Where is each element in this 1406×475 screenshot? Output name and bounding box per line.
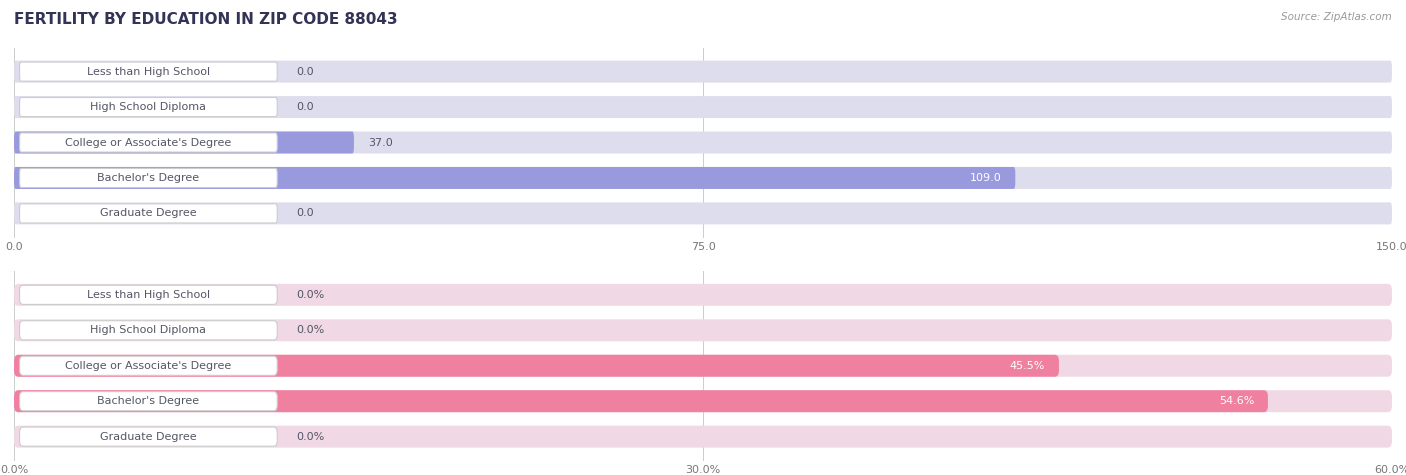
Text: Less than High School: Less than High School (87, 66, 209, 76)
Text: 0.0%: 0.0% (297, 432, 325, 442)
FancyBboxPatch shape (14, 132, 1392, 153)
FancyBboxPatch shape (20, 204, 277, 223)
Text: College or Associate's Degree: College or Associate's Degree (65, 361, 232, 371)
FancyBboxPatch shape (20, 391, 277, 411)
Text: High School Diploma: High School Diploma (90, 325, 207, 335)
Text: Bachelor's Degree: Bachelor's Degree (97, 173, 200, 183)
Text: 0.0%: 0.0% (297, 290, 325, 300)
Text: 45.5%: 45.5% (1010, 361, 1045, 371)
FancyBboxPatch shape (14, 390, 1392, 412)
FancyBboxPatch shape (14, 96, 1392, 118)
FancyBboxPatch shape (14, 61, 1392, 83)
FancyBboxPatch shape (20, 321, 277, 340)
FancyBboxPatch shape (20, 356, 277, 375)
Text: 0.0: 0.0 (297, 209, 314, 218)
Text: Source: ZipAtlas.com: Source: ZipAtlas.com (1281, 12, 1392, 22)
Text: 109.0: 109.0 (970, 173, 1001, 183)
FancyBboxPatch shape (14, 202, 1392, 224)
Text: College or Associate's Degree: College or Associate's Degree (65, 137, 232, 148)
FancyBboxPatch shape (14, 284, 1392, 306)
Text: Graduate Degree: Graduate Degree (100, 209, 197, 218)
FancyBboxPatch shape (20, 97, 277, 117)
Text: High School Diploma: High School Diploma (90, 102, 207, 112)
FancyBboxPatch shape (14, 426, 1392, 447)
FancyBboxPatch shape (14, 355, 1059, 377)
Text: Bachelor's Degree: Bachelor's Degree (97, 396, 200, 406)
Text: 0.0%: 0.0% (297, 325, 325, 335)
FancyBboxPatch shape (14, 167, 1392, 189)
Text: Graduate Degree: Graduate Degree (100, 432, 197, 442)
FancyBboxPatch shape (14, 319, 1392, 342)
FancyBboxPatch shape (14, 390, 1268, 412)
FancyBboxPatch shape (14, 355, 1392, 377)
Text: FERTILITY BY EDUCATION IN ZIP CODE 88043: FERTILITY BY EDUCATION IN ZIP CODE 88043 (14, 12, 398, 27)
Text: 54.6%: 54.6% (1219, 396, 1254, 406)
Text: 0.0: 0.0 (297, 66, 314, 76)
FancyBboxPatch shape (20, 168, 277, 188)
FancyBboxPatch shape (14, 132, 354, 153)
FancyBboxPatch shape (20, 133, 277, 152)
FancyBboxPatch shape (20, 62, 277, 81)
Text: 0.0: 0.0 (297, 102, 314, 112)
FancyBboxPatch shape (20, 427, 277, 446)
FancyBboxPatch shape (20, 285, 277, 304)
FancyBboxPatch shape (14, 167, 1015, 189)
Text: 37.0: 37.0 (368, 137, 392, 148)
Text: Less than High School: Less than High School (87, 290, 209, 300)
